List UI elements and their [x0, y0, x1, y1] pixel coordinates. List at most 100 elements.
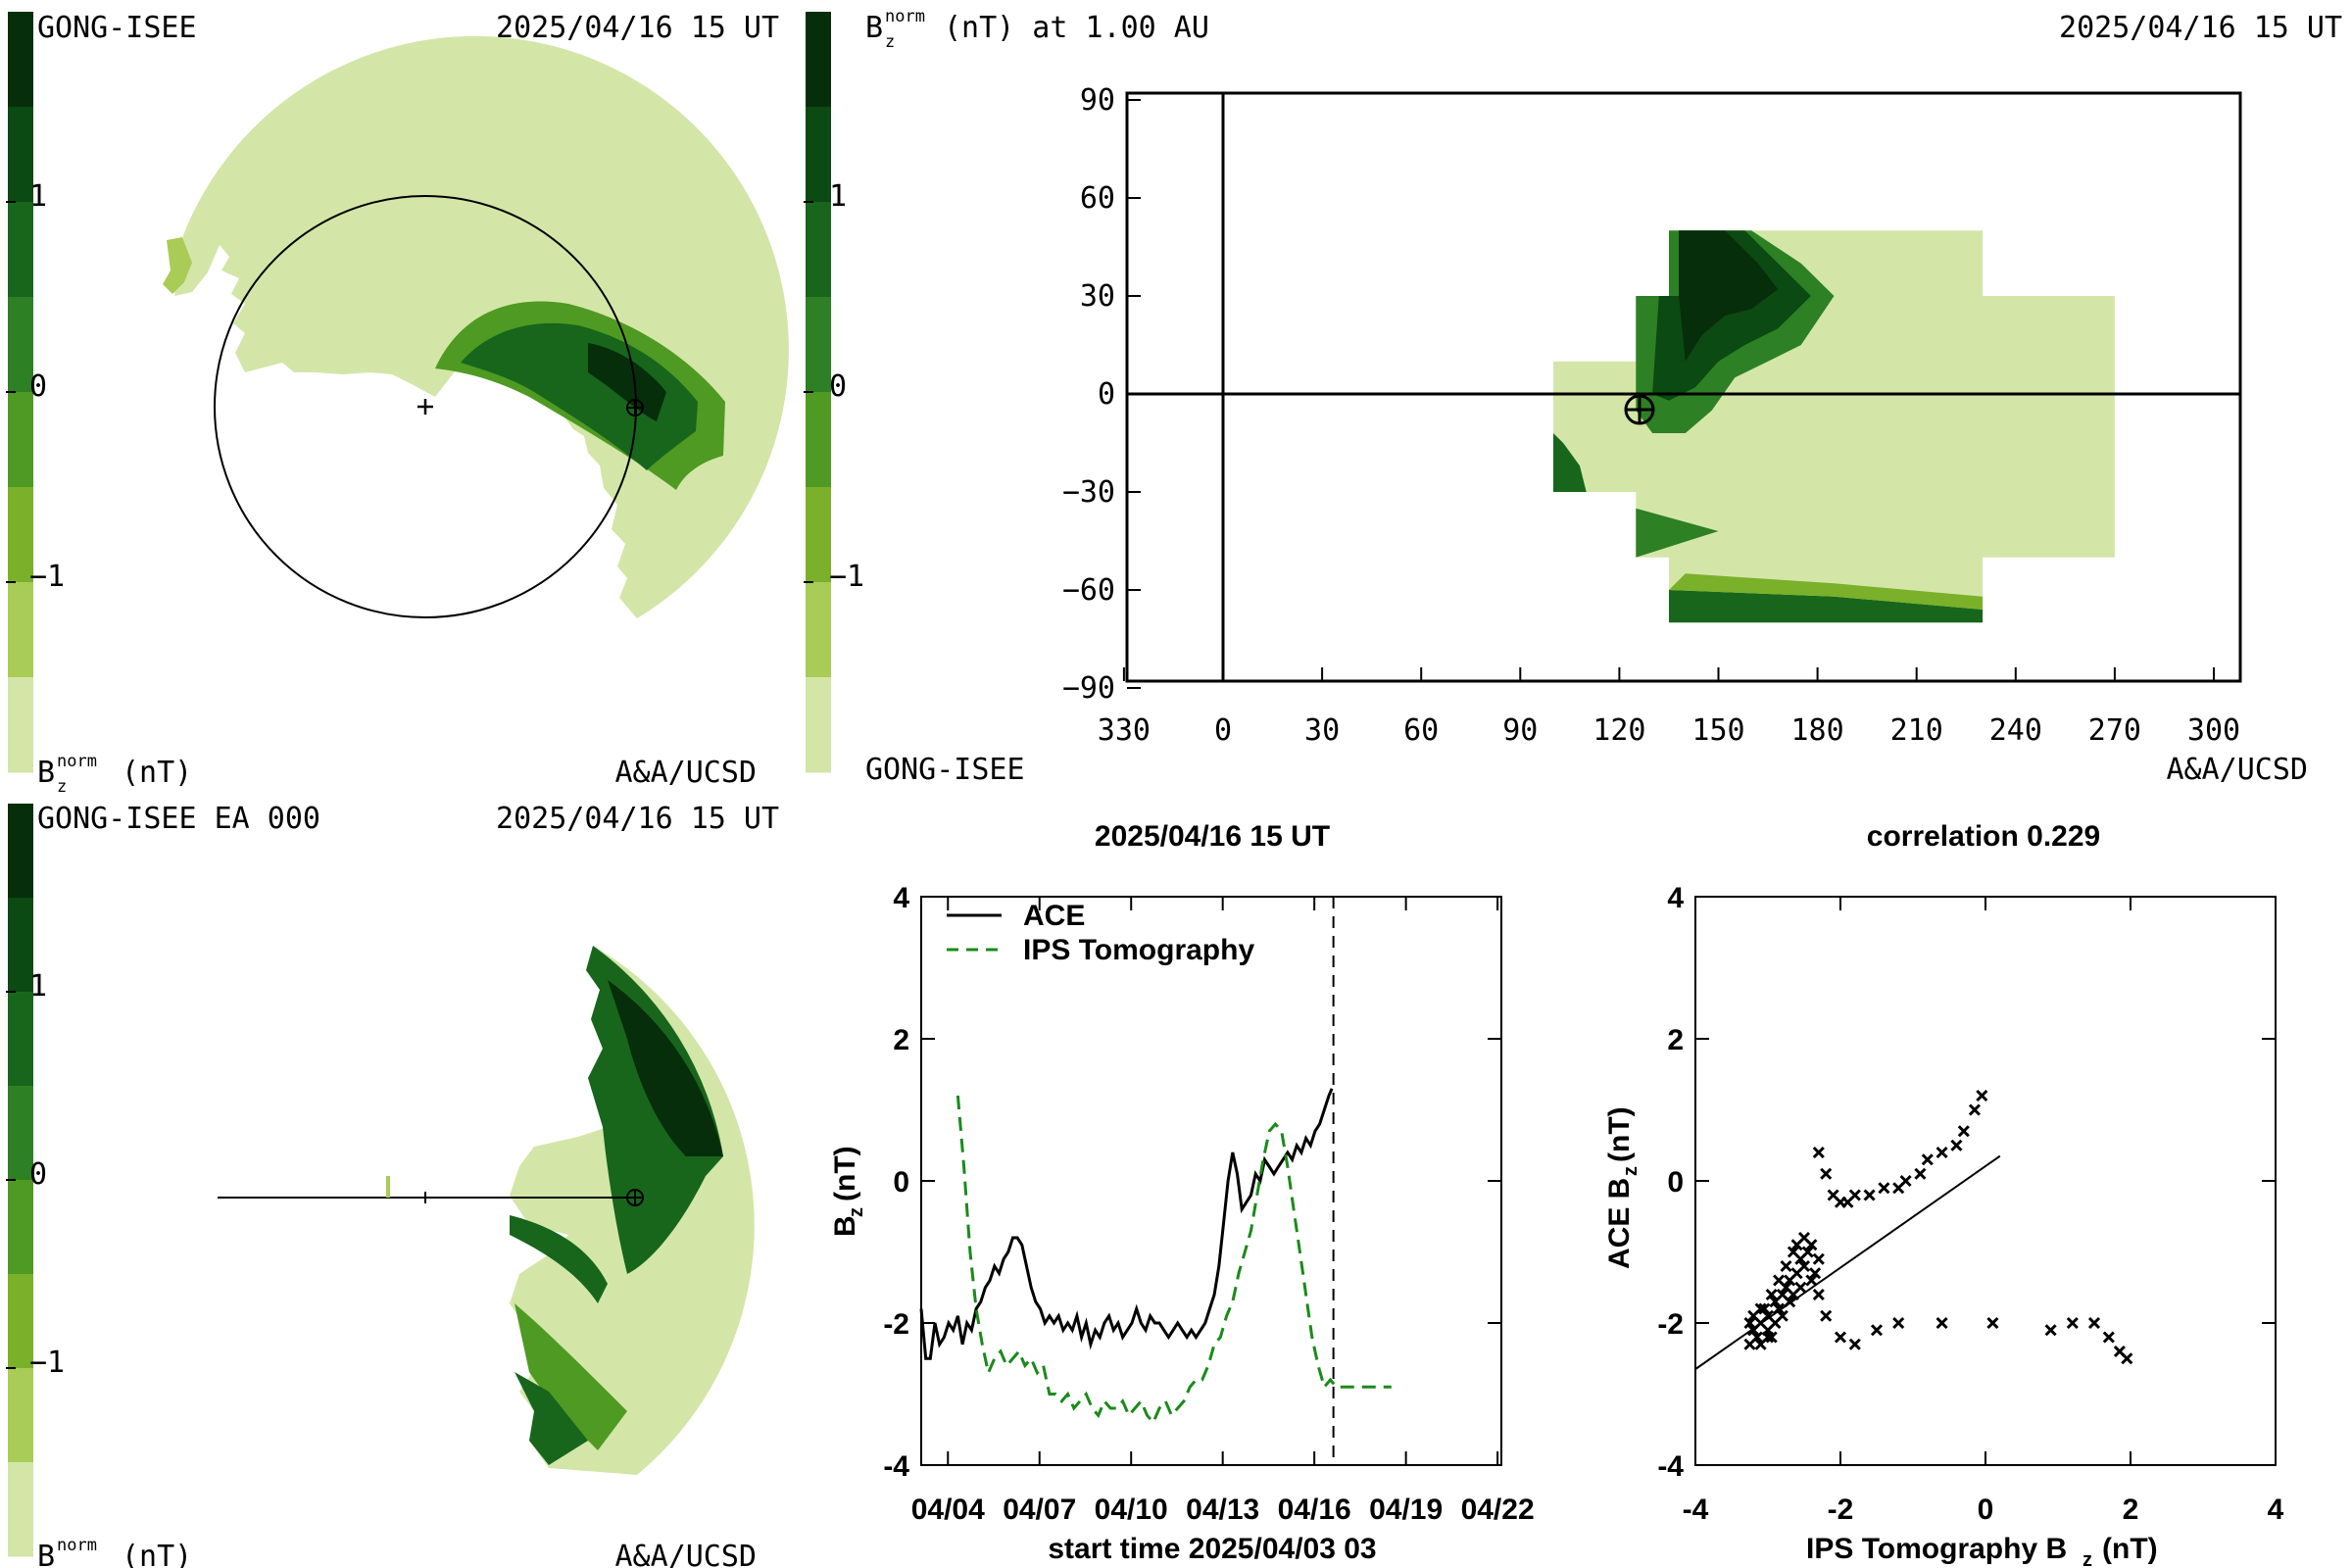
timeseries-title: 2025/04/16 15 UT: [1095, 820, 1330, 853]
colorbar-bl-level-7: [8, 1462, 33, 1557]
colorbar-tr-level-0: [806, 12, 831, 108]
title-unit-sub: z: [885, 32, 895, 52]
panel-bottom-left-title-left: GONG-ISEE EA 000: [37, 802, 320, 836]
latlon-map-regions: [1553, 230, 2115, 623]
sc-point: [1758, 1302, 1771, 1315]
meridional-region-north-core: [608, 980, 723, 1156]
map-xtick-label: 330: [1098, 713, 1151, 748]
colorbar-tr-level-1: [806, 107, 831, 203]
title-unit-sup: norm: [885, 7, 925, 26]
sc-ytick-label: 2: [1667, 1024, 1684, 1056]
map-xtick-label: 60: [1403, 713, 1439, 748]
colorbar-bottom-left-unit-label: B norm (nT): [37, 1536, 192, 1568]
colorbar-tl-level-7: [8, 677, 33, 773]
map-xtick-label: 300: [2187, 713, 2240, 748]
meridional-region-south-core: [514, 1372, 588, 1465]
sc-point: [1921, 1153, 1934, 1166]
colorbar-top-left-unit-label: B norm z (nT): [37, 752, 192, 797]
sc-point: [2102, 1331, 2115, 1344]
map-xtick-label: 0: [1214, 713, 1232, 748]
ts-ylabel-b: B: [829, 1215, 861, 1237]
sc-xtick-label: 4: [2268, 1494, 2284, 1526]
colorbar-top-left: 1 0 −1: [6, 12, 65, 773]
sc-point: [2121, 1352, 2133, 1365]
sc-point: [1765, 1288, 1778, 1301]
colorbar-tr-level-7: [806, 677, 831, 773]
map-ytick-label: 90: [1080, 83, 1115, 118]
sc-xtick-label: -4: [1683, 1494, 1709, 1526]
sc-point: [1747, 1324, 1760, 1337]
colorbar-bl-level-0: [8, 804, 33, 899]
latlon-map: 330 0 30 60 90 120 150 180 210 240 270 3009060300−3…: [1062, 83, 2242, 748]
sc-xlabel-suffix: (nT): [2102, 1533, 2158, 1565]
sc-point: [1805, 1274, 1818, 1287]
latlon-region-7: [1669, 573, 1984, 610]
title-suffix: (nT) at 1.00 AU: [944, 11, 1209, 45]
sc-point: [1968, 1103, 1981, 1116]
sc-point: [1892, 1316, 1905, 1330]
scatter-title: correlation 0.229: [1867, 820, 2100, 853]
latlon-region-4: [1553, 433, 1587, 492]
sc-ytick-label: -4: [1657, 1450, 1684, 1483]
ts-xtick-label: 04/16: [1278, 1494, 1351, 1526]
earth-marker-meridional: [626, 1189, 644, 1206]
sc-point: [1914, 1167, 1927, 1180]
ts-ylabel-suffix: (nT): [829, 1146, 861, 1201]
map-region-edge: [163, 237, 192, 294]
colorbar-tl-level-0: [8, 12, 33, 108]
sc-point: [1820, 1167, 1833, 1180]
sc-point: [1773, 1302, 1786, 1315]
sun-marker: [417, 399, 433, 415]
colorbar-tl-level-5: [8, 487, 33, 583]
sc-point: [1743, 1338, 1756, 1350]
sc-ytick-label: -2: [1657, 1308, 1684, 1341]
panel-top-right-title: B norm z (nT) at 1.00 AU: [865, 7, 1209, 52]
sc-xlabel-sub: z: [2082, 1549, 2092, 1568]
ts-ytick-label: 4: [893, 882, 909, 914]
sc-point: [1820, 1309, 1833, 1322]
sc-point: [1812, 1252, 1825, 1265]
colorbar-tr-tick-label: 1: [829, 179, 847, 214]
ts-ytick-label: 2: [893, 1024, 909, 1056]
scatter-frame: [1694, 896, 2277, 1466]
sc-point: [1761, 1331, 1775, 1344]
ts-xtick-label: 04/04: [911, 1494, 985, 1526]
map-xtick-label: 270: [2088, 713, 2141, 748]
colorbar-bl-level-1: [8, 898, 33, 993]
ts-xtick-label: 04/19: [1369, 1494, 1443, 1526]
scatter-ylabel: ACE B z (nT): [1603, 1106, 1642, 1269]
map-ytick-label: −90: [1062, 671, 1115, 706]
map-xtick-label: 30: [1304, 713, 1340, 748]
map-xtick-label: 210: [1890, 713, 1943, 748]
colorbar-unit-sub: z: [57, 777, 67, 797]
panel-top-right-credit: A&A/UCSD: [2167, 753, 2309, 787]
latlon-region-6: [1669, 590, 1984, 623]
meridional-map: [218, 946, 755, 1475]
sc-point: [1848, 1189, 1861, 1201]
sc-ylabel-sub: z: [1620, 1166, 1642, 1176]
colorbar-tl-level-1: [8, 107, 33, 203]
sc-point: [2066, 1316, 2079, 1330]
panel-scatter: correlation 0.229 -4 -2 0 2 4 4 2 0 -2 -4 ACE B z…: [1603, 820, 2284, 1568]
sc-point: [1801, 1246, 1814, 1258]
colorbar-tl-level-3: [8, 297, 33, 393]
sc-point: [1794, 1281, 1807, 1294]
timeseries-xlabel: start time 2025/04/03 03: [1048, 1533, 1376, 1565]
timeseries-legend: ACE IPS Tomography: [947, 900, 1254, 966]
colorbar-bottom-left: 1 0 −1: [6, 804, 65, 1557]
sc-point: [1809, 1267, 1822, 1280]
legend-ips-label: IPS Tomography: [1023, 934, 1254, 966]
panel-top-left-title-left: GONG-ISEE: [37, 11, 197, 45]
sc-point: [1773, 1274, 1786, 1287]
colorbar-tr-level-2: [806, 202, 831, 298]
colorbar-tl-level-2: [8, 202, 33, 298]
title-unit-b: B: [865, 11, 883, 45]
ts-series-ips-line: [956, 1095, 1392, 1426]
sc-point: [1805, 1239, 1818, 1251]
earth-marker-map: [1624, 394, 1655, 425]
sc-point: [2087, 1316, 2101, 1330]
map-ytick-label: 60: [1080, 181, 1115, 216]
map-ytick-label: −60: [1062, 573, 1115, 608]
map-ytick-label: −30: [1062, 475, 1115, 510]
colorbar-bl-tick-label: 0: [29, 1157, 47, 1192]
